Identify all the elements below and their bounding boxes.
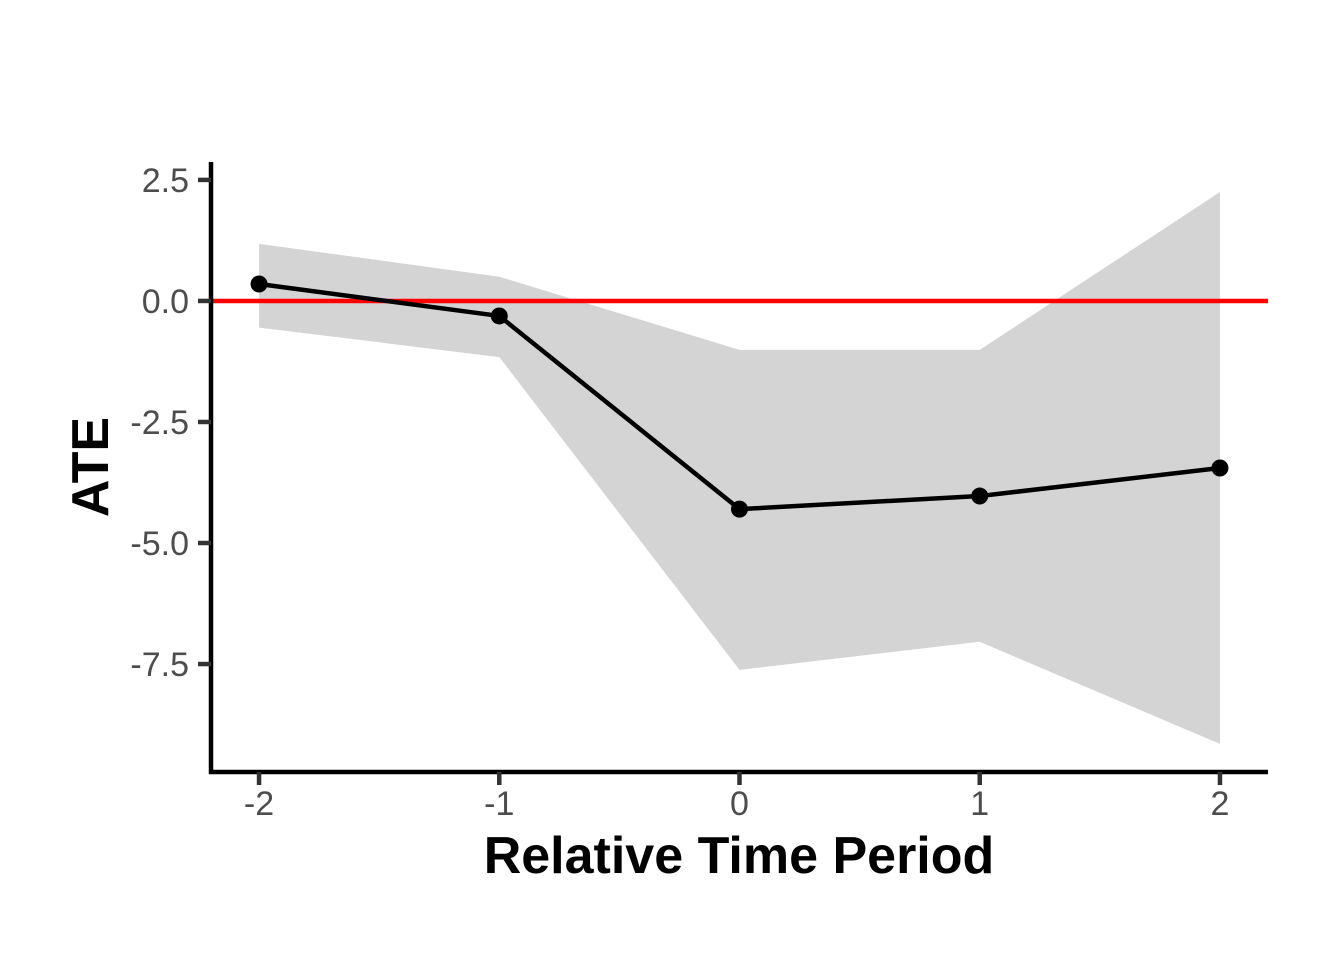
ticks-layer: 2.5 0.0 -2.5 -5.0 -7.5 -2 -1 0 1 2 <box>130 162 1229 823</box>
y-tick-label: 2.5 <box>142 162 189 200</box>
data-point <box>731 500 748 518</box>
confidence-band-layer <box>259 192 1220 744</box>
confidence-band <box>259 192 1220 744</box>
series-layer <box>250 275 1229 518</box>
x-tick-label: 1 <box>970 785 989 823</box>
y-axis-title: ATE <box>62 417 120 517</box>
x-tick-label: 2 <box>1210 785 1229 823</box>
x-axis-title: Relative Time Period <box>484 827 995 885</box>
x-tick-label: -1 <box>484 785 514 823</box>
x-tick-label: 0 <box>730 785 749 823</box>
data-point <box>490 307 508 325</box>
y-tick-label: -5.0 <box>130 525 189 563</box>
y-tick-label: 0.0 <box>142 283 189 321</box>
x-tick-label: -2 <box>244 785 274 823</box>
data-point <box>250 275 268 293</box>
y-tick-label: -2.5 <box>130 404 189 442</box>
y-tick-label: -7.5 <box>130 646 189 684</box>
data-point <box>1211 459 1229 477</box>
data-point <box>971 487 989 505</box>
